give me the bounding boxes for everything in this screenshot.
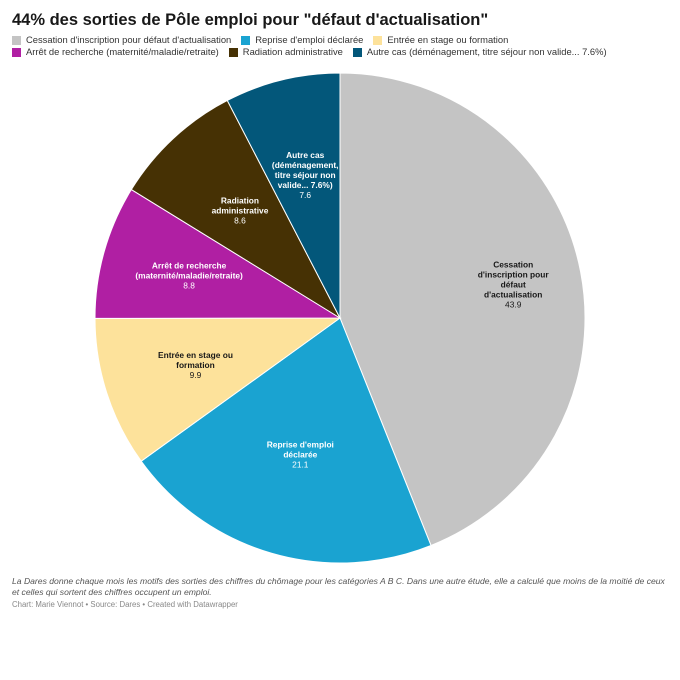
slice-label: Radiation [221, 195, 259, 205]
pie-slice [339, 72, 586, 547]
slice-label: administrative [212, 205, 269, 215]
chart-header: 44% des sorties de Pôle emploi pour "déf… [12, 10, 668, 58]
legend-swatch [12, 35, 21, 45]
slice-value-label: 21.1 [292, 459, 309, 469]
slice-label: (déménagement, [272, 160, 339, 170]
chart-credits: Chart: Marie Viennot • Source: Dares • C… [12, 600, 238, 609]
legend-item: Cessation d'inscription pour défaut d'ac… [12, 34, 231, 46]
legend-label: Autre cas (déménagement, titre séjour no… [366, 46, 607, 57]
slice-label: Cessation [493, 260, 533, 270]
legend-label: Cessation d'inscription pour défaut d'ac… [26, 34, 232, 45]
legend-label: Radiation administrative [242, 46, 343, 57]
slice-label: Reprise d'emploi [267, 439, 334, 449]
slice-label: d'actualisation [484, 290, 542, 300]
pie-slice [226, 72, 341, 319]
legend-label: Reprise d'emploi déclarée [255, 34, 364, 45]
chart-title: 44% des sorties de Pôle emploi pour "déf… [12, 11, 489, 29]
pie-slice [94, 188, 342, 319]
slice-label: déclarée [283, 449, 317, 459]
legend-item: Reprise d'emploi déclarée [241, 34, 363, 46]
slice-value-label: 9.9 [190, 370, 202, 380]
slice-label: valide... 7.6%) [278, 180, 333, 190]
pie-slice [130, 99, 342, 320]
slice-label: titre séjour non [275, 170, 336, 180]
slice-label: Entrée en stage ou [158, 350, 233, 360]
slice-label: Autre cas [286, 150, 325, 160]
legend-item: Entrée en stage ou formation [373, 34, 508, 46]
slice-label: défaut [501, 280, 526, 290]
chart-legend: Cessation d'inscription pour défaut d'ac… [12, 34, 672, 58]
legend-swatch [12, 47, 21, 57]
legend-swatch [352, 47, 362, 57]
slice-value-label: 43.9 [505, 300, 522, 310]
slice-label: (maternité/maladie/retraite) [135, 270, 243, 280]
legend-item: Autre cas (déménagement, titre séjour no… [352, 46, 607, 58]
legend-item: Radiation administrative [228, 46, 343, 58]
chart-notes: La Dares donne chaque mois les motifs de… [12, 576, 665, 597]
legend-label: Entrée en stage ou formation [387, 34, 509, 45]
slice-value-label: 7.6 [299, 190, 311, 200]
legend-swatch [241, 35, 251, 45]
slice-label: formation [176, 360, 215, 370]
legend-label: Arrêt de recherche (maternité/maladie/re… [26, 46, 219, 57]
legend-item: Arrêt de recherche (maternité/maladie/re… [12, 46, 219, 58]
slice-value-label: 8.8 [183, 280, 195, 290]
legend-swatch [373, 35, 383, 45]
legend-swatch [228, 47, 238, 57]
slice-value-label: 8.6 [234, 215, 246, 225]
slice-label: Arrêt de recherche [152, 260, 227, 270]
pie-slice [140, 317, 432, 564]
slice-label: d'inscription pour [478, 270, 550, 280]
pie-slice [94, 317, 342, 462]
